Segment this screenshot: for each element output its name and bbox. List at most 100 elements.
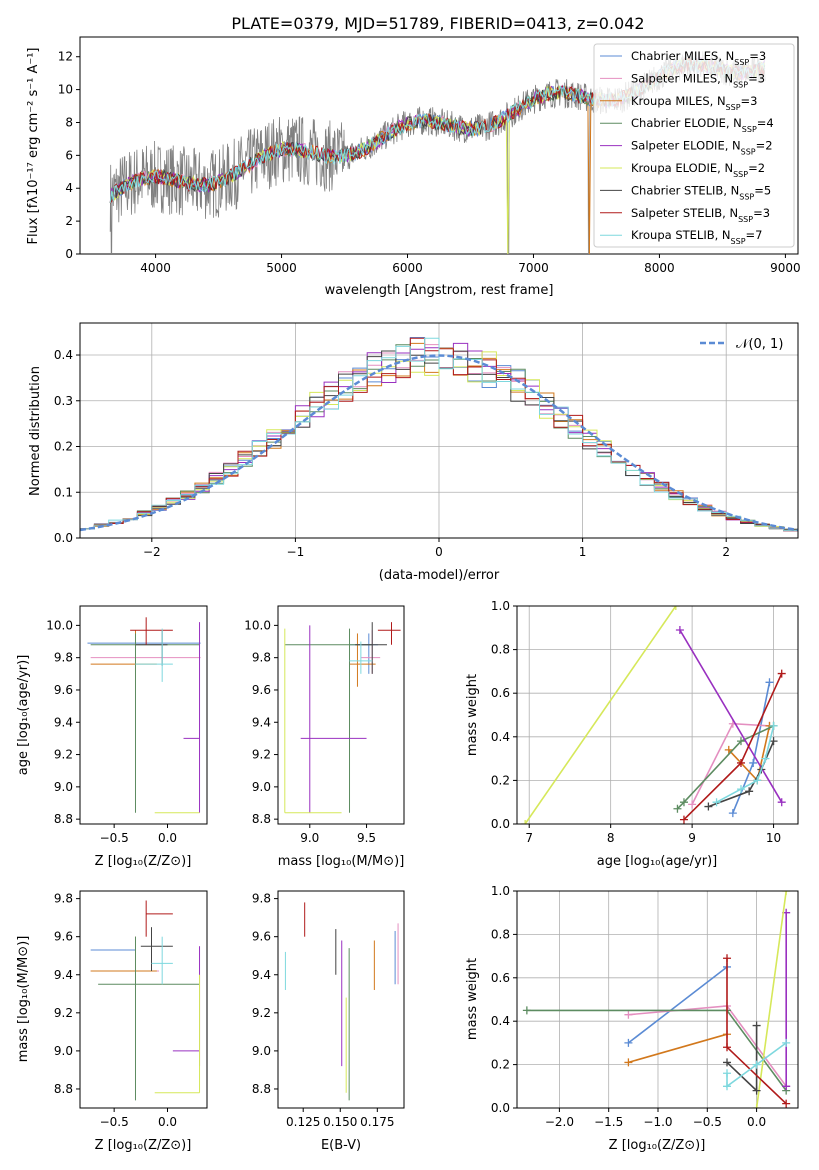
mass-vs-Z-ytick-label: 9.4 [54, 968, 73, 982]
spectrum-ytick-label: 2 [65, 214, 73, 228]
massweight-vs-age-xtick-label: 9 [688, 831, 696, 845]
age-vs-mass-ytick-label: 9.2 [252, 748, 271, 762]
massweight-vs-Z-plus-marker [752, 1060, 761, 1069]
mass-vs-Z-marks [90, 900, 201, 1101]
age-vs-Z-xtick-label: −0.5 [100, 831, 129, 845]
mass-vs-Z-xtick-label: 0.0 [158, 1115, 177, 1129]
residuals-ytick-label: 0.3 [54, 394, 73, 408]
massweight-vs-Z-plus-marker [723, 1043, 732, 1052]
spectrum-ylabel: Flux [fλ10⁻¹⁷ erg cm⁻² s⁻¹ A⁻¹] [26, 48, 41, 245]
massweight-vs-age-plus-marker [679, 815, 688, 824]
mass-vs-EBV-xtick-label: 0.150 [323, 1115, 357, 1129]
massweight-vs-age-plus-marker [749, 758, 758, 767]
residuals-xtick-label: 1 [579, 545, 587, 559]
massweight-vs-age-plus-marker [736, 737, 745, 746]
chart-title: PLATE=0379, MJD=51789, FIBERID=0413, z=0… [231, 14, 644, 33]
age-vs-mass-ytick-label: 9.4 [252, 715, 271, 729]
massweight-vs-age-plus-marker [736, 785, 745, 794]
legend-label: Chabrier MILES, NSSP=3 [631, 49, 766, 67]
mass-vs-Z-panel: −0.5 0.0 8.8 9.0 9.2 9.4 9.6 9.8 Z [log₁₀(Z/Z⊙)… [16, 890, 208, 1153]
massweight-vs-Z-series-line [726, 1042, 787, 1088]
massweight-vs-Z-plus-marker [782, 891, 791, 895]
age-vs-Z-ytick-label: 9.2 [54, 748, 73, 762]
residuals-xtick-label: 0 [435, 545, 443, 559]
mass-vs-EBV-xlabel: E(B-V) [321, 1138, 361, 1153]
massweight-vs-Z-xtick-label: −2.0 [545, 1115, 574, 1129]
massweight-vs-age-plus-marker [673, 804, 682, 813]
massweight-vs-age-plus-marker [521, 820, 530, 824]
massweight-vs-Z-ytick-label: 0.2 [491, 1058, 510, 1072]
massweight-vs-age-xtick-label: 7 [525, 831, 533, 845]
age-vs-Z-ylabel: age [log₁₀(age/yr)] [16, 655, 31, 776]
age-vs-mass-ytick-label: 9.8 [252, 651, 271, 665]
massweight-vs-Z-series-line [755, 891, 787, 1108]
residual-histogram [80, 337, 798, 531]
spectrum-xtick-label: 7000 [518, 261, 549, 275]
spectrum-xtick-label: 5000 [266, 261, 297, 275]
mass-vs-EBV-ytick-label: 8.8 [252, 1082, 271, 1096]
spectrum-ytick-label: 4 [65, 181, 73, 195]
massweight-vs-age-plus-marker [688, 800, 697, 809]
legend-label: Kroupa STELIB, NSSP=7 [631, 228, 762, 246]
mass-vs-EBV-xtick-label: 0.175 [360, 1115, 394, 1129]
mass-vs-EBV-axes [277, 890, 405, 1109]
residuals-xtick-label: 2 [722, 545, 730, 559]
massweight-vs-Z-ytick-label: 0.8 [491, 927, 510, 941]
massweight-vs-age-plus-marker [736, 758, 745, 767]
residuals-panel: −2 −1 0 1 2 0.0 0.1 0.2 0.3 0.4 𝒩(0, 1) (data-mod… [28, 322, 799, 583]
mass-vs-Z-xlabel: Z [log₁₀(Z/Z⊙)] [95, 1138, 192, 1153]
massweight-vs-age-plus-marker [769, 737, 778, 746]
spectrum-xtick-label: 9000 [770, 261, 801, 275]
massweight-vs-age-plus-marker [724, 745, 733, 754]
age-vs-Z-xlabel: Z [log₁₀(Z/Z⊙)] [95, 854, 192, 869]
mass-vs-Z-axes [79, 890, 208, 1109]
massweight-vs-age-ytick-label: 0.2 [491, 773, 510, 787]
massweight-vs-age-plus-marker [712, 798, 721, 807]
residuals-ytick-label: 0.1 [54, 485, 73, 499]
massweight-vs-Z-plus-marker [522, 1006, 531, 1015]
massweight-vs-Z-xtick-label: −0.5 [693, 1115, 722, 1129]
residuals-ytick-label: 0.4 [54, 348, 73, 362]
massweight-vs-age-series-line [524, 606, 677, 824]
mass-vs-EBV-xtick-label: 0.125 [286, 1115, 320, 1129]
massweight-vs-age-plus-marker [671, 606, 680, 610]
age-vs-Z-ytick-label: 9.8 [54, 651, 73, 665]
massweight-vs-age-plus-marker [728, 809, 737, 818]
massweight-vs-Z-series-line [726, 1025, 758, 1093]
massweight-vs-Z-plus-marker [624, 1058, 633, 1067]
residuals-xtick-label: −2 [143, 545, 161, 559]
normal-legend-label: 𝒩(0, 1) [736, 337, 783, 352]
massweight-vs-Z-ytick-label: 0.0 [491, 1101, 510, 1115]
massweight-vs-Z-series-line [526, 1009, 787, 1092]
spectrum-ytick-label: 8 [65, 115, 73, 129]
spectrum-ytick-label: 6 [65, 148, 73, 162]
spectrum-ytick-label: 10 [58, 83, 73, 97]
age-vs-Z-xtick-label: 0.0 [158, 831, 177, 845]
massweight-vs-Z-ylabel: mass weight [465, 958, 480, 1040]
mass-vs-EBV-ytick-label: 9.6 [252, 930, 271, 944]
massweight-vs-age-ytick-label: 1.0 [491, 599, 510, 613]
massweight-vs-Z-plus-marker [782, 1082, 791, 1091]
massweight-vs-Z-series-line [627, 966, 728, 1044]
massweight-vs-Z-ytick-label: 0.4 [491, 1014, 510, 1028]
mass-vs-EBV-marks [284, 902, 399, 1101]
massweight-vs-Z-panel: −2.0 −1.5 −1.0 −0.5 0.0 0.0 0.2 0.4 0.6 0.8 1.0 Z … [465, 884, 799, 1153]
spectrum-panel: 4000 5000 6000 7000 8000 9000 0 2 4 6 8 10 12 Chabri… [26, 36, 801, 298]
massweight-vs-age-plus-marker [777, 669, 786, 678]
age-vs-Z-ytick-label: 9.0 [54, 780, 73, 794]
residuals-xtick-label: −1 [287, 545, 305, 559]
age-vs-mass-xtick-label: 9.0 [300, 831, 319, 845]
residuals-ytick-label: 0.2 [54, 440, 73, 454]
legend-label: Chabrier STELIB, NSSP=5 [631, 183, 771, 201]
massweight-vs-age-plus-marker [765, 678, 774, 687]
massweight-vs-age-plus-marker [777, 798, 786, 807]
massweight-vs-age-axes [516, 605, 799, 825]
massweight-vs-age-plus-marker [769, 721, 778, 730]
massweight-vs-age-ylabel: mass weight [465, 674, 480, 756]
normal-curve [80, 354, 798, 532]
spectrum-legend-box [593, 43, 795, 248]
massweight-vs-age-ytick-label: 0.8 [491, 643, 510, 657]
legend-label: Salpeter MILES, NSSP=3 [631, 71, 765, 89]
mass-vs-Z-ylabel: mass [log₁₀(M/M⊙)] [16, 936, 31, 1063]
